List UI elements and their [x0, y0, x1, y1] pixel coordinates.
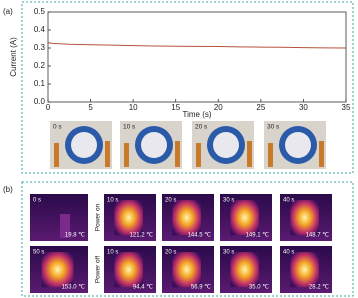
y-tick-label: 0.4 [34, 25, 46, 34]
x-tick-label: 30 [299, 103, 308, 112]
thermal-time: 50 s [33, 250, 44, 256]
thermal-temp: 144.5 ℃ [188, 233, 212, 239]
photo-clip [54, 143, 59, 167]
photo-disk [213, 132, 239, 158]
photo-clip [268, 143, 273, 167]
side-label: Power on [95, 203, 102, 231]
panel-frame [21, 181, 354, 297]
thermal-spot [114, 200, 143, 236]
photo-disk [71, 132, 97, 158]
plot-frame [47, 11, 347, 103]
side-label: Power off [95, 256, 102, 284]
thermal-time: 10 s [107, 250, 118, 256]
thermal-spot [230, 252, 259, 288]
panel-frame [21, 1, 354, 174]
thermal-temp: 28.2 ℃ [309, 285, 329, 291]
panel-label: (a) [3, 7, 13, 16]
thermal-spot [290, 252, 319, 288]
thermal-time: 40 s [283, 250, 294, 256]
thermal-temp: 149.1 ℃ [246, 233, 270, 239]
x-tick-label: 35 [342, 103, 351, 112]
thermal-spot [172, 252, 201, 288]
thermal-time: 30 s [223, 198, 234, 204]
thermal-temp: 56.9 ℃ [191, 285, 211, 291]
thermal-spot [114, 252, 143, 288]
thermal-spot [60, 214, 70, 238]
thermal-spot [172, 200, 201, 236]
y-tick-label: 0.3 [34, 43, 46, 52]
photo-label: 20 s [195, 124, 208, 131]
thermal-time: 20 s [165, 250, 176, 256]
photo-clip [196, 143, 201, 167]
photo-clip [319, 141, 324, 167]
photo-disk [285, 132, 311, 158]
photo-label: 30 s [267, 124, 280, 131]
thermal-temp: 35.0 ℃ [249, 285, 269, 291]
photo-disk [141, 132, 167, 158]
x-tick-label: 15 [171, 103, 180, 112]
line [47, 42, 347, 49]
x-tick-label: 10 [129, 103, 138, 112]
y-axis-label: Current (A) [9, 37, 18, 77]
photo-clip [105, 141, 110, 167]
thermal-spot [230, 200, 259, 236]
y-tick-label: 0.5 [34, 7, 46, 16]
photo-clip [247, 141, 252, 167]
thermal-temp: 153.0 ℃ [62, 285, 86, 291]
thermal-time: 30 s [223, 250, 234, 256]
thermal-spot [41, 252, 74, 288]
y-tick-label: 0.2 [34, 61, 46, 70]
y-tick-label: 0.0 [34, 97, 46, 106]
x-axis-label: Time (s) [182, 110, 211, 119]
photo-clip [175, 141, 180, 167]
thermal-time: 40 s [283, 198, 294, 204]
thermal-time: 10 s [107, 198, 118, 204]
thermal-spot [290, 200, 319, 236]
thermal-temp: 148.7 ℃ [306, 233, 330, 239]
thermal-time: 0 s [33, 198, 41, 204]
thermal-time: 20 s [165, 198, 176, 204]
photo-clip [124, 143, 129, 167]
x-tick-label: 0 [46, 103, 51, 112]
x-tick-label: 20 [214, 103, 223, 112]
photo-label: 0 s [53, 124, 62, 131]
thermal-temp: 121.2 ℃ [130, 233, 154, 239]
panel-label: (b) [3, 185, 13, 194]
x-tick-label: 5 [88, 103, 93, 112]
thermal-image [30, 194, 88, 241]
photo-label: 10 s [123, 124, 136, 131]
y-tick-label: 0.1 [34, 79, 46, 88]
x-tick-label: 25 [256, 103, 265, 112]
thermal-temp: 19.8 ℃ [65, 233, 85, 239]
thermal-temp: 94.4 ℃ [133, 285, 153, 291]
